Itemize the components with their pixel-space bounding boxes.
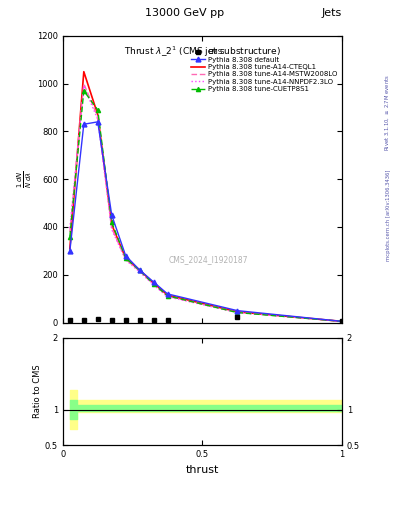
CMS [81, 316, 86, 323]
Pythia 8.308 tune-A14-MSTW2008LO [68, 229, 72, 235]
Pythia 8.308 tune-CUETP8S1 [165, 293, 170, 299]
Pythia 8.308 default [165, 291, 170, 297]
Pythia 8.308 tune-A14-MSTW2008LO [137, 268, 142, 274]
CMS [165, 317, 170, 323]
CMS [68, 317, 72, 323]
Pythia 8.308 default [68, 248, 72, 254]
Pythia 8.308 tune-A14-MSTW2008LO [95, 114, 100, 120]
Pythia 8.308 tune-A14-NNPDF2.3LO [151, 282, 156, 288]
Pythia 8.308 tune-CUETP8S1 [95, 107, 100, 113]
CMS [109, 317, 114, 323]
CMS [137, 317, 142, 323]
Y-axis label: $\frac{1}{N}\frac{dN}{d\lambda}$: $\frac{1}{N}\frac{dN}{d\lambda}$ [16, 170, 34, 188]
Pythia 8.308 tune-A14-NNPDF2.3LO [81, 83, 86, 89]
Line: Pythia 8.308 tune-CUETP8S1: Pythia 8.308 tune-CUETP8S1 [68, 89, 344, 324]
Pythia 8.308 tune-A14-CTEQL1 [165, 292, 170, 298]
CMS [340, 318, 344, 325]
Pythia 8.308 tune-A14-CTEQL1 [109, 222, 114, 228]
Pythia 8.308 tune-CUETP8S1 [235, 309, 240, 315]
Pythia 8.308 tune-A14-CTEQL1 [151, 280, 156, 286]
Pythia 8.308 tune-A14-CTEQL1 [137, 267, 142, 273]
Pythia 8.308 default [151, 279, 156, 285]
Pythia 8.308 tune-A14-CTEQL1 [235, 309, 240, 315]
Pythia 8.308 tune-A14-NNPDF2.3LO [165, 294, 170, 300]
Line: CMS: CMS [68, 314, 344, 324]
Pythia 8.308 tune-A14-NNPDF2.3LO [235, 309, 240, 315]
Pythia 8.308 tune-CUETP8S1 [109, 219, 114, 225]
Pythia 8.308 tune-CUETP8S1 [81, 88, 86, 94]
Pythia 8.308 tune-A14-NNPDF2.3LO [68, 225, 72, 231]
CMS [235, 313, 240, 319]
Pythia 8.308 tune-CUETP8S1 [137, 267, 142, 273]
Pythia 8.308 default [235, 308, 240, 314]
Y-axis label: Ratio to CMS: Ratio to CMS [33, 365, 42, 418]
Pythia 8.308 tune-CUETP8S1 [68, 233, 72, 240]
Line: Pythia 8.308 tune-A14-NNPDF2.3LO: Pythia 8.308 tune-A14-NNPDF2.3LO [70, 86, 342, 322]
CMS [123, 317, 128, 323]
Pythia 8.308 tune-A14-NNPDF2.3LO [109, 226, 114, 232]
CMS [151, 317, 156, 323]
Text: Jets: Jets [321, 8, 342, 18]
Text: mcplots.cern.ch [arXiv:1306.3436]: mcplots.cern.ch [arXiv:1306.3436] [386, 169, 391, 261]
Pythia 8.308 tune-A14-NNPDF2.3LO [95, 116, 100, 122]
Pythia 8.308 tune-A14-MSTW2008LO [235, 309, 240, 315]
Pythia 8.308 default [137, 267, 142, 273]
X-axis label: thrust: thrust [186, 465, 219, 475]
Pythia 8.308 tune-A14-CTEQL1 [68, 245, 72, 251]
Text: Rivet 3.1.10, $\geq$ 2.7M events: Rivet 3.1.10, $\geq$ 2.7M events [384, 74, 391, 151]
Pythia 8.308 default [109, 212, 114, 218]
Pythia 8.308 tune-A14-MSTW2008LO [151, 281, 156, 287]
Text: Thrust $\lambda$_2$^1$ (CMS jet substructure): Thrust $\lambda$_2$^1$ (CMS jet substruc… [124, 45, 281, 59]
Pythia 8.308 tune-A14-CTEQL1 [81, 69, 86, 75]
Legend: CMS, Pythia 8.308 default, Pythia 8.308 tune-A14-CTEQL1, Pythia 8.308 tune-A14-M: CMS, Pythia 8.308 default, Pythia 8.308 … [189, 48, 338, 94]
Pythia 8.308 tune-A14-MSTW2008LO [165, 293, 170, 300]
Pythia 8.308 tune-A14-MSTW2008LO [109, 225, 114, 231]
Pythia 8.308 default [340, 318, 344, 325]
Pythia 8.308 default [95, 119, 100, 125]
Pythia 8.308 tune-A14-CTEQL1 [95, 112, 100, 118]
Text: CMS_2024_I1920187: CMS_2024_I1920187 [168, 255, 248, 264]
Pythia 8.308 default [81, 121, 86, 127]
Pythia 8.308 tune-A14-CTEQL1 [340, 318, 344, 325]
Pythia 8.308 tune-A14-NNPDF2.3LO [137, 269, 142, 275]
Text: 13000 GeV pp: 13000 GeV pp [145, 8, 224, 18]
Line: Pythia 8.308 default: Pythia 8.308 default [68, 119, 344, 324]
Pythia 8.308 tune-CUETP8S1 [340, 318, 344, 325]
Line: Pythia 8.308 tune-A14-CTEQL1: Pythia 8.308 tune-A14-CTEQL1 [70, 72, 342, 322]
Pythia 8.308 tune-A14-MSTW2008LO [123, 256, 128, 262]
Line: Pythia 8.308 tune-A14-MSTW2008LO: Pythia 8.308 tune-A14-MSTW2008LO [70, 83, 342, 322]
Pythia 8.308 tune-A14-NNPDF2.3LO [340, 318, 344, 325]
CMS [95, 316, 100, 323]
Pythia 8.308 tune-CUETP8S1 [151, 281, 156, 287]
Pythia 8.308 tune-CUETP8S1 [123, 255, 128, 261]
Pythia 8.308 tune-A14-MSTW2008LO [340, 318, 344, 325]
Pythia 8.308 tune-A14-MSTW2008LO [81, 80, 86, 87]
Pythia 8.308 tune-A14-CTEQL1 [123, 255, 128, 261]
Pythia 8.308 tune-A14-NNPDF2.3LO [123, 257, 128, 263]
Pythia 8.308 default [123, 252, 128, 259]
